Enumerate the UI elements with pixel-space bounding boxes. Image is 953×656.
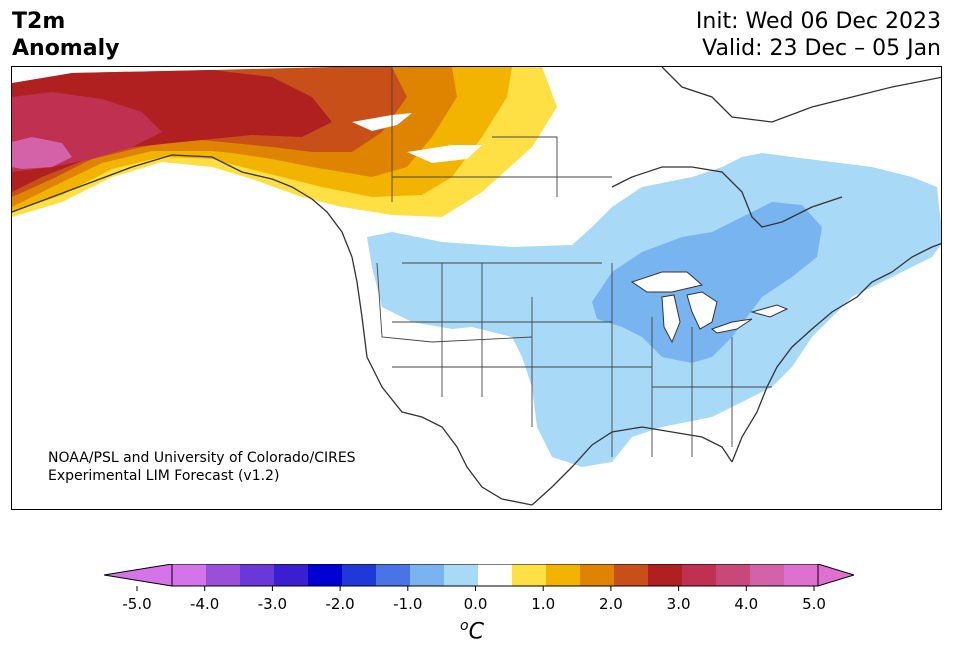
colorbar-segment — [512, 564, 546, 586]
colorbar-tick-label: -1.0 — [393, 595, 422, 613]
colorbar-tick-label: 3.0 — [667, 595, 691, 613]
colorbar-segment — [376, 564, 410, 586]
borders — [376, 67, 772, 457]
lake-gap-1 — [352, 113, 412, 131]
colorbar-segment — [716, 564, 750, 586]
credit-text: NOAA/PSL and University of Colorado/CIRE… — [48, 449, 356, 485]
valid-date: Valid: 23 Dec – 05 Jan — [702, 36, 941, 61]
colorbar-tick-label: 4.0 — [734, 595, 758, 613]
colorbar-tick-label: 1.0 — [531, 595, 555, 613]
anomaly-map — [11, 66, 942, 510]
map-svg — [12, 67, 941, 506]
colorbar-tick-label: 0.0 — [464, 595, 488, 613]
colorbar-unit: oC — [460, 618, 484, 644]
warm-anomaly-7 — [12, 137, 72, 169]
coastlines — [12, 67, 941, 506]
colorbar-segment — [444, 564, 478, 586]
colorbar-segment — [206, 564, 240, 586]
colorbar-segment — [342, 564, 376, 586]
unit-letter: C — [468, 619, 484, 645]
degree-symbol: o — [460, 618, 469, 634]
colorbar-tick-label: 2.0 — [599, 595, 623, 613]
colorbar-under-arrow — [104, 564, 173, 587]
great-lakes — [630, 271, 789, 344]
init-date: Init: Wed 06 Dec 2023 — [695, 9, 941, 34]
cold-anomaly-2 — [592, 202, 822, 363]
colorbar-segment — [750, 564, 784, 586]
colorbar-tick-label: -5.0 — [122, 595, 151, 613]
title-line-2: Anomaly — [12, 36, 120, 61]
colorbar-segment — [410, 564, 444, 586]
colorbar-segment — [478, 564, 512, 586]
colorbar-frame — [171, 564, 819, 587]
colorbar-segment — [308, 564, 342, 586]
colorbar-segment — [274, 564, 308, 586]
colorbar-segment — [682, 564, 716, 586]
colorbar-segment — [172, 564, 206, 586]
colorbar-tick-label: -4.0 — [190, 595, 219, 613]
colorbar-segment — [546, 564, 580, 586]
colorbar: -5.0 -4.0 -3.0 -2.0 -1.0 0.0 1.0 2.0 3.0 4.0 5.0 — [104, 564, 854, 613]
title-line-1: T2m — [12, 9, 66, 34]
credit-line-1: NOAA/PSL and University of Colorado/CIRE… — [48, 450, 356, 466]
lake-gap-2 — [407, 145, 482, 163]
credit-line-2: Experimental LIM Forecast (v1.2) — [48, 468, 280, 484]
colorbar-segment — [614, 564, 648, 586]
forecast-dates: Init: Wed 06 Dec 2023 Valid: 23 Dec – 05… — [696, 8, 941, 62]
colorbar-segment — [580, 564, 614, 586]
colorbar-tick-label: 5.0 — [802, 595, 826, 613]
colorbar-segment — [784, 564, 818, 586]
colorbar-tick-label: -3.0 — [258, 595, 287, 613]
colorbar-over-arrow — [817, 564, 854, 587]
colorbar-tick-label: -2.0 — [325, 595, 354, 613]
map-title: T2m Anomaly — [12, 8, 119, 62]
colorbar-segment — [240, 564, 274, 586]
colorbar-segment — [648, 564, 682, 586]
